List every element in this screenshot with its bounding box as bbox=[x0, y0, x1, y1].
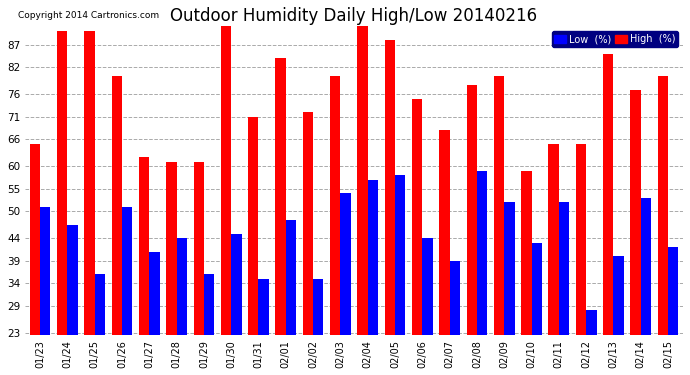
Bar bbox=[231, 234, 241, 375]
Bar bbox=[166, 162, 177, 375]
Bar bbox=[275, 58, 286, 375]
Text: Copyright 2014 Cartronics.com: Copyright 2014 Cartronics.com bbox=[19, 11, 159, 20]
Bar bbox=[357, 27, 368, 375]
Bar bbox=[440, 130, 450, 375]
Bar bbox=[521, 171, 531, 375]
Bar bbox=[221, 27, 231, 375]
Bar bbox=[531, 243, 542, 375]
Bar bbox=[340, 193, 351, 375]
Bar bbox=[504, 202, 515, 375]
Bar bbox=[613, 256, 624, 375]
Bar bbox=[204, 274, 215, 375]
Bar bbox=[193, 162, 204, 375]
Bar bbox=[122, 207, 132, 375]
Bar bbox=[658, 76, 668, 375]
Bar bbox=[494, 76, 504, 375]
Bar bbox=[395, 175, 406, 375]
Bar bbox=[641, 198, 651, 375]
Bar bbox=[177, 238, 187, 375]
Bar bbox=[477, 171, 487, 375]
Bar bbox=[368, 180, 378, 375]
Bar bbox=[559, 202, 569, 375]
Bar bbox=[112, 76, 122, 375]
Bar bbox=[631, 90, 641, 375]
Bar bbox=[139, 157, 149, 375]
Title: Outdoor Humidity Daily High/Low 20140216: Outdoor Humidity Daily High/Low 20140216 bbox=[170, 7, 538, 25]
Bar bbox=[303, 112, 313, 375]
Bar bbox=[586, 310, 597, 375]
Bar bbox=[422, 238, 433, 375]
Bar bbox=[286, 220, 296, 375]
Bar bbox=[330, 76, 340, 375]
Bar bbox=[450, 261, 460, 375]
Bar bbox=[384, 40, 395, 375]
Bar bbox=[149, 252, 159, 375]
Legend: Low  (%), High  (%): Low (%), High (%) bbox=[551, 32, 678, 47]
Bar bbox=[603, 54, 613, 375]
Bar bbox=[248, 117, 259, 375]
Bar bbox=[30, 144, 40, 375]
Bar bbox=[68, 225, 78, 375]
Bar bbox=[466, 85, 477, 375]
Bar bbox=[57, 31, 68, 375]
Bar bbox=[668, 248, 678, 375]
Bar bbox=[412, 99, 422, 375]
Bar bbox=[259, 279, 269, 375]
Bar bbox=[313, 279, 324, 375]
Bar bbox=[549, 144, 559, 375]
Bar bbox=[95, 274, 105, 375]
Bar bbox=[40, 207, 50, 375]
Bar bbox=[84, 31, 95, 375]
Bar bbox=[575, 144, 586, 375]
